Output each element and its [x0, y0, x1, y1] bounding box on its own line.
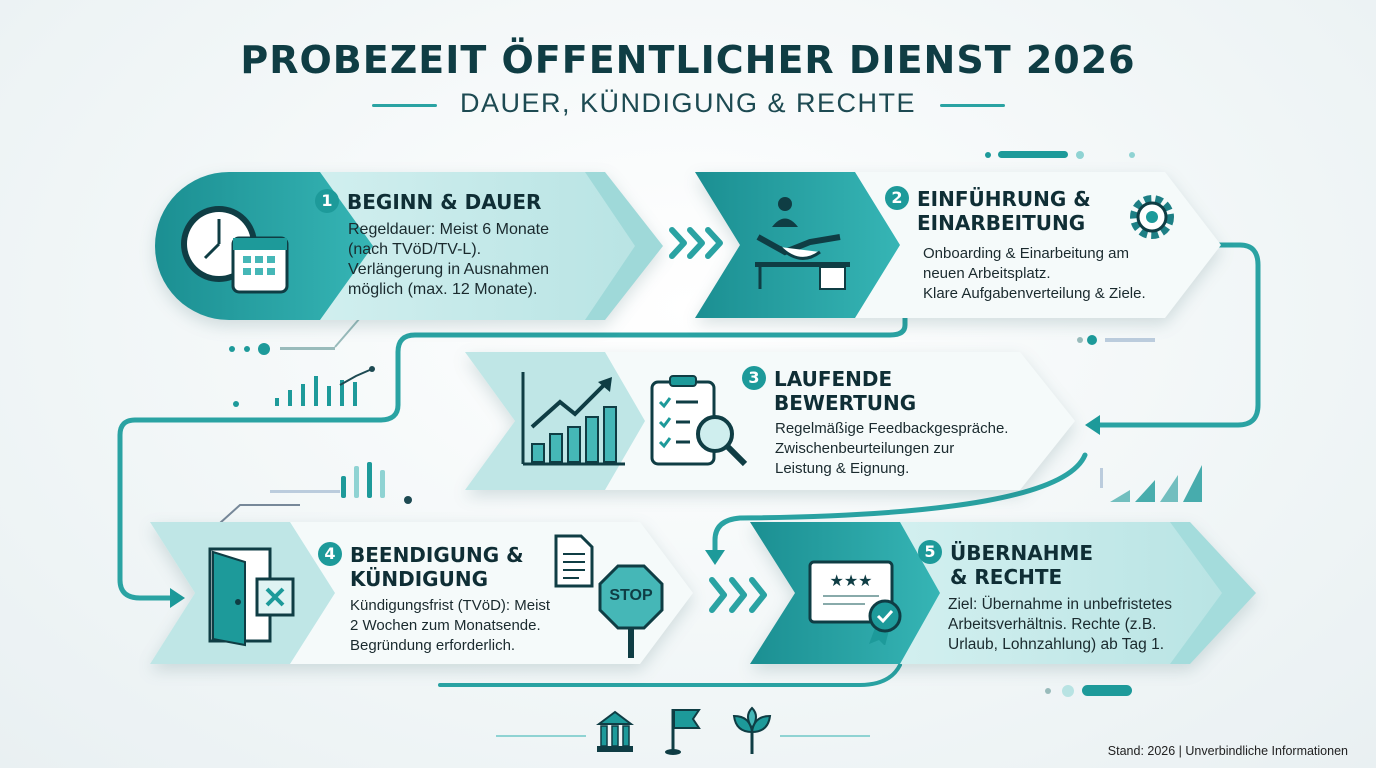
step-card-2: 2 EINFÜHRUNG & EINARBEITUNG Onboarding & E… — [695, 172, 1223, 318]
step-title-line-2: KÜNDIGUNG — [350, 567, 488, 591]
step-number: 1 — [315, 189, 339, 213]
checklist-magnifier-icon — [650, 375, 748, 467]
step-description: Regeldauer: Meist 6 Monate (nach TVöD/TV-… — [348, 221, 550, 298]
step-number: 4 — [318, 542, 342, 566]
step-card-5: ★★★ 5 ÜBERNAHME & RECHTE Ziel: Übernahme i… — [750, 522, 1258, 664]
divider — [372, 104, 437, 107]
step-title-line-1: EINFÜHRUNG & — [917, 187, 1091, 211]
step-title-line-2: EINARBEITUNG — [917, 211, 1086, 235]
document-icon — [554, 534, 594, 588]
step-title: BEGINN & DAUER — [347, 190, 542, 214]
step-title-line-2: & RECHTE — [950, 565, 1063, 589]
door-exit-icon — [208, 547, 295, 647]
page-subtitle: DAUER, KÜNDIGUNG & RECHTE — [459, 88, 917, 118]
step-title-line-1: ÜBERNAHME — [950, 541, 1094, 565]
step-number: 2 — [885, 186, 909, 210]
government-building-icon — [596, 710, 634, 752]
step-title-line-1: LAUFENDE — [774, 367, 893, 391]
step-number: 3 — [742, 366, 766, 390]
certificate-icon: ★★★ — [808, 560, 902, 645]
flag-icon — [665, 709, 701, 755]
divider — [940, 104, 1005, 107]
svg-text:★★★: ★★★ — [829, 573, 872, 590]
page-title: PROBEZEIT ÖFFENTLICHER DIENST 2026 — [240, 38, 1136, 82]
plant-icon — [732, 706, 772, 754]
step-description: Onboarding & Einarbeitung am neuen Arbeit… — [923, 245, 1146, 302]
step-card-1: 1 BEGINN & DAUER Regeldauer: Meist 6 Mona… — [155, 172, 665, 320]
stop-label: STOP — [609, 587, 653, 604]
footer-note: Stand: 2026 | Unverbindliche Information… — [1107, 744, 1348, 758]
growth-chart-icon — [521, 372, 625, 466]
stop-sign-icon: STOP — [598, 564, 664, 660]
clock-icon — [181, 206, 289, 294]
gear-icon — [1130, 195, 1174, 239]
step-title-line-2: BEWERTUNG — [774, 391, 917, 415]
step-card-3: 3 LAUFENDE BEWERTUNG Regelmäßige Feedbackg… — [465, 352, 1077, 490]
step-number: 5 — [918, 540, 942, 564]
step-description: Ziel: Übernahme in unbefristetes Arbeitsv… — [948, 596, 1173, 653]
handshake-icon — [755, 197, 850, 290]
step-title-line-1: BEENDIGUNG & — [350, 543, 524, 567]
step-card-4: 4 BEENDIGUNG & KÜNDIGUNG STOP Kündigungsfr… — [150, 522, 695, 664]
step-description: Regelmäßige Feedbackgespräche. Zwischenbe… — [775, 420, 1009, 477]
step-description: Kündigungsfrist (TVöD): Meist 2 Wochen zu… — [350, 597, 551, 654]
